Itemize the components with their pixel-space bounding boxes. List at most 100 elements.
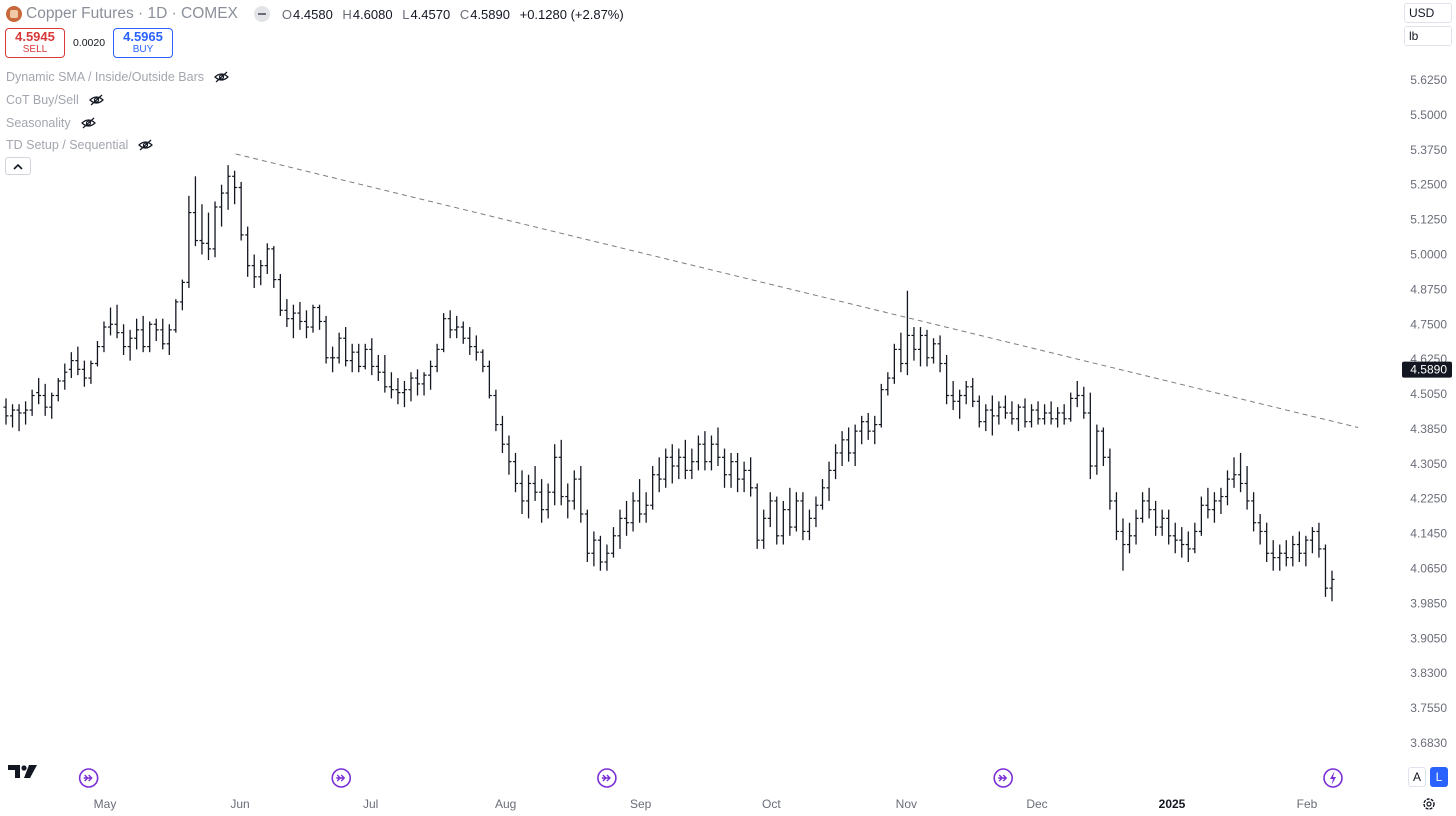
ohlc-bar xyxy=(447,310,453,339)
ohlc-bar xyxy=(428,360,434,390)
dividends-arrow-icon[interactable] xyxy=(78,768,99,788)
copper-symbol-icon[interactable] xyxy=(6,6,22,22)
ohlc-bar xyxy=(1238,452,1244,493)
ohlc-bar xyxy=(271,246,277,288)
lightning-icon[interactable] xyxy=(1323,768,1343,788)
ohlc-bar xyxy=(310,304,316,333)
indicator-item[interactable]: TD Setup / Sequential xyxy=(6,134,229,157)
ohlc-bar xyxy=(415,369,421,396)
ohlc-bar xyxy=(166,324,172,355)
ohlc-bar xyxy=(1029,404,1035,428)
ohlc-bar xyxy=(1166,509,1172,545)
last-price-text: 4.5890 xyxy=(1410,363,1447,377)
log-scale-button[interactable]: L xyxy=(1430,767,1448,787)
ohlc-bar xyxy=(153,318,159,342)
ohlc-bar xyxy=(395,378,401,405)
ohlc-bar xyxy=(1133,509,1139,545)
buy-price: 4.5965 xyxy=(123,29,163,44)
sell-label: SELL xyxy=(22,44,48,55)
ohlc-bar xyxy=(695,435,701,471)
ohlc-bar xyxy=(62,363,68,390)
ohlc-bar xyxy=(1146,487,1152,519)
ohlc-bar xyxy=(1153,500,1159,536)
ohlc-bar xyxy=(545,483,551,519)
buy-label: BUY xyxy=(132,44,154,55)
ohlc-bar xyxy=(290,304,296,339)
collapse-legend-icon[interactable] xyxy=(253,6,270,22)
ohlc-bar xyxy=(408,372,414,402)
time-tick-label: Jul xyxy=(363,797,378,811)
ohlc-open-key: O xyxy=(281,6,293,22)
eye-off-icon[interactable] xyxy=(88,94,104,106)
ohlc-bar xyxy=(846,427,852,462)
dividends-arrow-icon[interactable] xyxy=(331,768,352,788)
indicator-item[interactable]: Seasonality xyxy=(6,111,229,134)
ohlc-bar xyxy=(526,474,532,519)
ohlc-bar xyxy=(944,354,950,405)
ohlc-bar xyxy=(323,315,329,364)
ohlc-bar xyxy=(604,544,610,571)
ohlc-bar xyxy=(55,378,61,402)
ohlc-bar xyxy=(728,452,734,488)
ohlc-bar xyxy=(88,360,94,384)
ohlc-bar xyxy=(591,531,597,567)
ohlc-bar xyxy=(36,378,42,405)
tradingview-logo-icon[interactable] xyxy=(8,763,38,779)
indicator-name[interactable]: TD Setup / Sequential xyxy=(6,138,129,153)
ohlc-bar xyxy=(1303,535,1309,567)
ohlc-bar xyxy=(1042,404,1048,425)
ohlc-bar xyxy=(1283,540,1289,567)
ohlc-bar xyxy=(186,195,192,288)
ohlc-bar xyxy=(375,354,381,381)
sell-button[interactable]: 4.5945 SELL xyxy=(5,28,65,58)
trendline[interactable] xyxy=(235,153,1359,428)
ohlc-bar xyxy=(826,461,832,501)
gear-icon[interactable] xyxy=(1422,797,1436,811)
indicator-name[interactable]: Seasonality xyxy=(6,115,71,130)
ohlc-bar xyxy=(852,424,858,467)
ohlc-bar xyxy=(872,415,878,445)
eye-off-icon[interactable] xyxy=(214,71,229,83)
chevron-up-icon[interactable] xyxy=(5,157,31,175)
ohlc-bar xyxy=(16,404,22,432)
ohlc-bar xyxy=(388,372,394,399)
time-axis[interactable]: May Jun Jul Aug Sep Oct Nov Dec 2025 Feb xyxy=(94,797,1318,811)
ohlc-bar xyxy=(1211,492,1217,523)
ohlc-bar xyxy=(75,346,81,376)
time-tick-label: Feb xyxy=(1297,797,1318,811)
ohlc-bar xyxy=(251,254,257,288)
buy-button[interactable]: 4.5965 BUY xyxy=(113,28,173,58)
price-axis[interactable]: 5.6250 5.5000 5.3750 5.2500 5.1250 5.0000 4.87… xyxy=(1410,73,1447,750)
ohlc-bar xyxy=(42,383,48,416)
auto-scale-button[interactable]: A xyxy=(1408,767,1426,787)
ohlc-bar xyxy=(245,226,251,277)
ohlc-bar xyxy=(434,343,440,373)
indicator-item[interactable]: CoT Buy/Sell xyxy=(6,89,229,112)
indicator-name[interactable]: Dynamic SMA / Inside/Outside Bars xyxy=(6,70,204,85)
eye-off-icon[interactable] xyxy=(80,117,96,129)
ohlc-bar xyxy=(1127,522,1133,554)
ohlc-bar xyxy=(1055,407,1061,428)
unit-select[interactable]: lb xyxy=(1404,26,1452,46)
indicator-name[interactable]: CoT Buy/Sell xyxy=(6,93,79,108)
ohlc-bar xyxy=(81,360,87,387)
indicator-item[interactable]: Dynamic SMA / Inside/Outside Bars xyxy=(6,66,229,89)
ohlc-bar xyxy=(689,448,695,480)
dividends-arrow-icon[interactable] xyxy=(993,768,1014,788)
ohlc-bar xyxy=(1179,527,1185,558)
last-price-box xyxy=(1402,361,1452,378)
ohlc-open-value: 4.4580 xyxy=(293,6,333,22)
event-markers[interactable] xyxy=(78,768,1343,788)
ohlc-bar xyxy=(192,176,198,247)
price-tick-label: 4.3850 xyxy=(1410,422,1447,436)
dividends-arrow-icon[interactable] xyxy=(597,768,617,788)
ohlc-bar xyxy=(885,372,891,396)
symbol-title[interactable]: Copper Futures · 1D · COMEX xyxy=(26,5,238,22)
ohlc-bar xyxy=(127,329,133,361)
ohlc-bar xyxy=(663,448,669,488)
ohlc-bar xyxy=(441,313,447,353)
ohlc-bar xyxy=(284,299,290,328)
eye-off-icon[interactable] xyxy=(138,139,154,151)
currency-select[interactable]: USD xyxy=(1404,3,1452,23)
